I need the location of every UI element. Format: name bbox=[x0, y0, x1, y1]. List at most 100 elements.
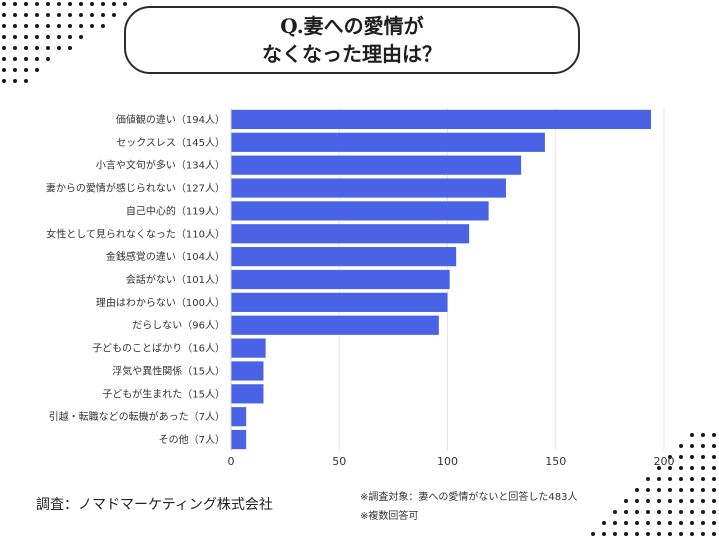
decorative-dot bbox=[79, 24, 83, 28]
title-box: Q.妻への愛情が なくなった理由は？ bbox=[124, 6, 580, 74]
decorative-dot bbox=[35, 57, 39, 61]
decorative-dot bbox=[101, 24, 105, 28]
decorative-dot bbox=[679, 477, 683, 481]
decorative-dot bbox=[624, 532, 628, 536]
decorative-dot bbox=[13, 24, 17, 28]
decorative-dot bbox=[679, 532, 683, 536]
decorative-dot bbox=[679, 510, 683, 514]
decorative-dot bbox=[690, 532, 694, 536]
decorative-dot bbox=[24, 57, 28, 61]
decorative-dot bbox=[90, 13, 94, 17]
decorative-dot bbox=[2, 79, 6, 83]
decorative-dot bbox=[657, 488, 661, 492]
decorative-dot bbox=[668, 521, 672, 525]
decorative-dot bbox=[2, 2, 6, 6]
dot-pattern-bottom-right bbox=[591, 433, 716, 536]
category-label: 妻からの愛情が感じられない（127人） bbox=[46, 182, 225, 195]
category-label: 小言や文句が多い（134人） bbox=[96, 159, 225, 172]
bar bbox=[231, 315, 439, 335]
decorative-dot bbox=[24, 13, 28, 17]
x-tick-label: 200 bbox=[654, 455, 675, 468]
decorative-dot bbox=[690, 488, 694, 492]
category-label: 浮気や異性関係（15人） bbox=[112, 364, 225, 377]
category-label: セックスレス（145人） bbox=[116, 137, 225, 149]
chart-title-line2: なくなった理由は？ bbox=[262, 42, 442, 66]
decorative-dot bbox=[68, 24, 72, 28]
decorative-dot bbox=[701, 521, 705, 525]
bar bbox=[231, 429, 247, 450]
decorative-dot bbox=[46, 57, 50, 61]
decorative-dot bbox=[679, 521, 683, 525]
decorative-dot bbox=[668, 455, 672, 459]
category-label: 子どもが生まれた（15人） bbox=[102, 387, 225, 400]
decorative-dot bbox=[46, 35, 50, 39]
decorative-dot bbox=[112, 13, 116, 17]
decorative-dot bbox=[657, 510, 661, 514]
decorative-dot bbox=[13, 46, 17, 50]
category-label: 自己中心的（119人） bbox=[126, 204, 225, 217]
decorative-dot bbox=[635, 521, 639, 525]
decorative-dot bbox=[646, 499, 650, 503]
decorative-dot bbox=[646, 521, 650, 525]
bar bbox=[231, 224, 470, 244]
decorative-dot bbox=[57, 24, 61, 28]
decorative-dot bbox=[613, 532, 617, 536]
decorative-dot bbox=[613, 510, 617, 514]
decorative-dot bbox=[690, 444, 694, 448]
decorative-dot bbox=[57, 2, 61, 6]
decorative-dot bbox=[68, 46, 72, 50]
category-label: 会話がない（101人） bbox=[126, 273, 225, 286]
decorative-dot bbox=[35, 35, 39, 39]
bar bbox=[231, 155, 522, 175]
decorative-dot bbox=[24, 79, 28, 83]
decorative-dot bbox=[657, 521, 661, 525]
bar bbox=[231, 292, 448, 312]
decorative-dot bbox=[46, 13, 50, 17]
decorative-dot bbox=[35, 2, 39, 6]
category-label: 女性として見られなくなった（110人） bbox=[46, 227, 225, 240]
decorative-dot bbox=[46, 46, 50, 50]
x-tick-label: 0 bbox=[228, 455, 235, 468]
decorative-dot bbox=[602, 532, 606, 536]
decorative-dot bbox=[657, 466, 661, 470]
decorative-dot bbox=[657, 499, 661, 503]
decorative-dot bbox=[613, 521, 617, 525]
x-tick-label: 100 bbox=[437, 455, 458, 468]
decorative-dot bbox=[2, 24, 6, 28]
decorative-dot bbox=[646, 477, 650, 481]
decorative-dot bbox=[701, 499, 705, 503]
decorative-dot bbox=[657, 532, 661, 536]
decorative-dot bbox=[668, 510, 672, 514]
x-tick-label: 50 bbox=[332, 455, 346, 468]
decorative-dot bbox=[712, 510, 716, 514]
bar bbox=[231, 247, 457, 267]
decorative-dot bbox=[24, 24, 28, 28]
decorative-dot bbox=[668, 499, 672, 503]
decorative-dot bbox=[690, 433, 694, 437]
decorative-dot bbox=[57, 46, 61, 50]
decorative-dot bbox=[690, 521, 694, 525]
decorative-dot bbox=[701, 488, 705, 492]
decorative-dot bbox=[679, 488, 683, 492]
decorative-dot bbox=[690, 466, 694, 470]
decorative-dot bbox=[712, 499, 716, 503]
decorative-dot bbox=[657, 477, 661, 481]
decorative-dot bbox=[690, 477, 694, 481]
decorative-dot bbox=[35, 68, 39, 72]
decorative-dot bbox=[646, 510, 650, 514]
decorative-dot bbox=[668, 466, 672, 470]
decorative-dot bbox=[646, 532, 650, 536]
decorative-dot bbox=[712, 455, 716, 459]
decorative-dot bbox=[668, 532, 672, 536]
category-label: 価値観の違い（194人） bbox=[116, 113, 225, 126]
decorative-dot bbox=[24, 46, 28, 50]
decorative-dot bbox=[13, 68, 17, 72]
decorative-dot bbox=[90, 2, 94, 6]
decorative-dot bbox=[679, 499, 683, 503]
decorative-dot bbox=[712, 466, 716, 470]
chart-title-line1: Q.妻への愛情が bbox=[280, 14, 424, 38]
decorative-dot bbox=[624, 499, 628, 503]
category-label: 引越・転職などの転機があった（7人） bbox=[49, 410, 225, 423]
decorative-dot bbox=[46, 24, 50, 28]
decorative-dot bbox=[679, 466, 683, 470]
